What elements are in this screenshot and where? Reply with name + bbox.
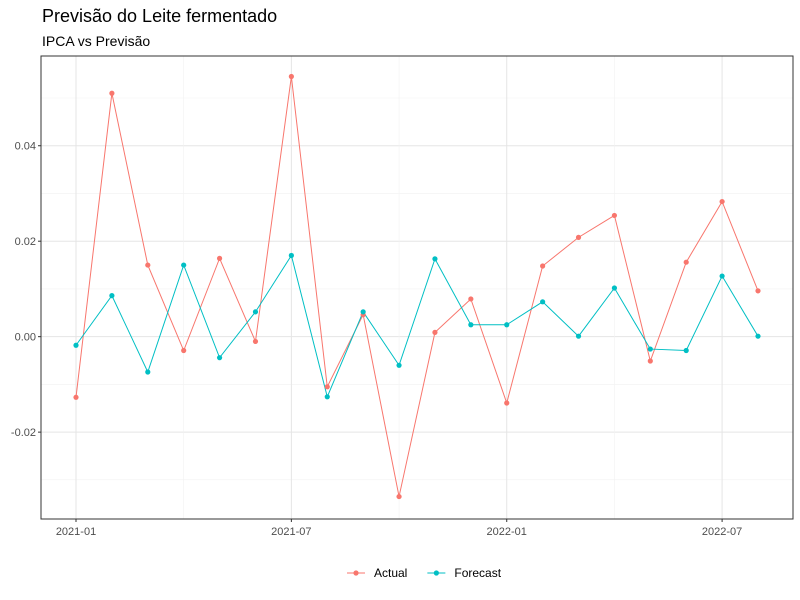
x-tick-label: 2022-07 [702,526,742,538]
data-point-forecast [145,369,151,375]
series-line-forecast [75,254,759,399]
data-point-actual [109,90,115,96]
data-point-forecast [540,299,546,305]
data-point-actual [468,296,474,302]
data-point-actual [540,263,546,269]
data-point-forecast [647,346,653,352]
data-point-actual [288,73,294,80]
data-point-forecast [360,309,366,315]
data-point-forecast [181,262,187,268]
data-point-actual [575,234,582,240]
data-point-actual [396,493,402,500]
data-point-forecast [755,333,761,339]
x-tick-label: 2021-01 [56,526,96,538]
y-tick-label: -0.02 [11,427,36,439]
data-point-forecast [504,322,510,328]
data-point-actual [432,329,438,335]
y-tick-label: 0.00 [15,332,36,344]
series-points [73,73,761,500]
data-point-forecast [611,285,618,291]
x-tick-label: 2022-01 [487,526,527,538]
series-line-actual [75,76,759,497]
data-point-actual [755,288,761,294]
data-point-actual [611,212,618,219]
legend: Actual Forecast [347,566,502,580]
data-point-forecast [324,394,330,400]
data-point-forecast [683,347,689,354]
legend-label-forecast: Forecast [454,566,501,580]
data-point-forecast [396,362,402,368]
data-point-actual [719,198,725,205]
chart-subtitle: IPCA vs Previsão [42,33,151,49]
legend-key-point-forecast [433,570,439,576]
data-point-forecast [432,256,438,262]
data-point-forecast [252,309,259,315]
data-point-forecast [73,342,79,348]
y-tick-label: 0.02 [15,236,36,248]
axes: -0.02 0.00 0.02 0.04 2021-01 2021-07 2022-01 20… [11,141,742,538]
data-point-actual [647,358,653,364]
legend-label-actual: Actual [374,566,407,580]
data-point-actual [252,338,259,345]
grid-lines [41,56,793,519]
data-point-actual [683,259,689,265]
data-point-actual [181,347,187,354]
data-point-forecast [216,355,223,361]
data-point-forecast [719,273,725,279]
chart-title: Previsão do Leite fermentado [42,6,278,26]
series-lines [75,76,759,497]
data-point-actual [504,400,510,406]
data-point-actual [145,262,151,268]
data-point-forecast [575,333,582,339]
data-point-actual [73,394,79,400]
y-tick-label: 0.04 [15,141,36,153]
data-point-forecast [288,252,294,259]
data-point-actual [216,255,223,261]
data-point-actual [324,384,330,390]
legend-key-point-actual [353,570,359,576]
data-point-forecast [468,322,474,328]
plot-panel-border [40,55,794,520]
x-tick-label: 2021-07 [271,526,311,538]
data-point-forecast [109,293,115,299]
